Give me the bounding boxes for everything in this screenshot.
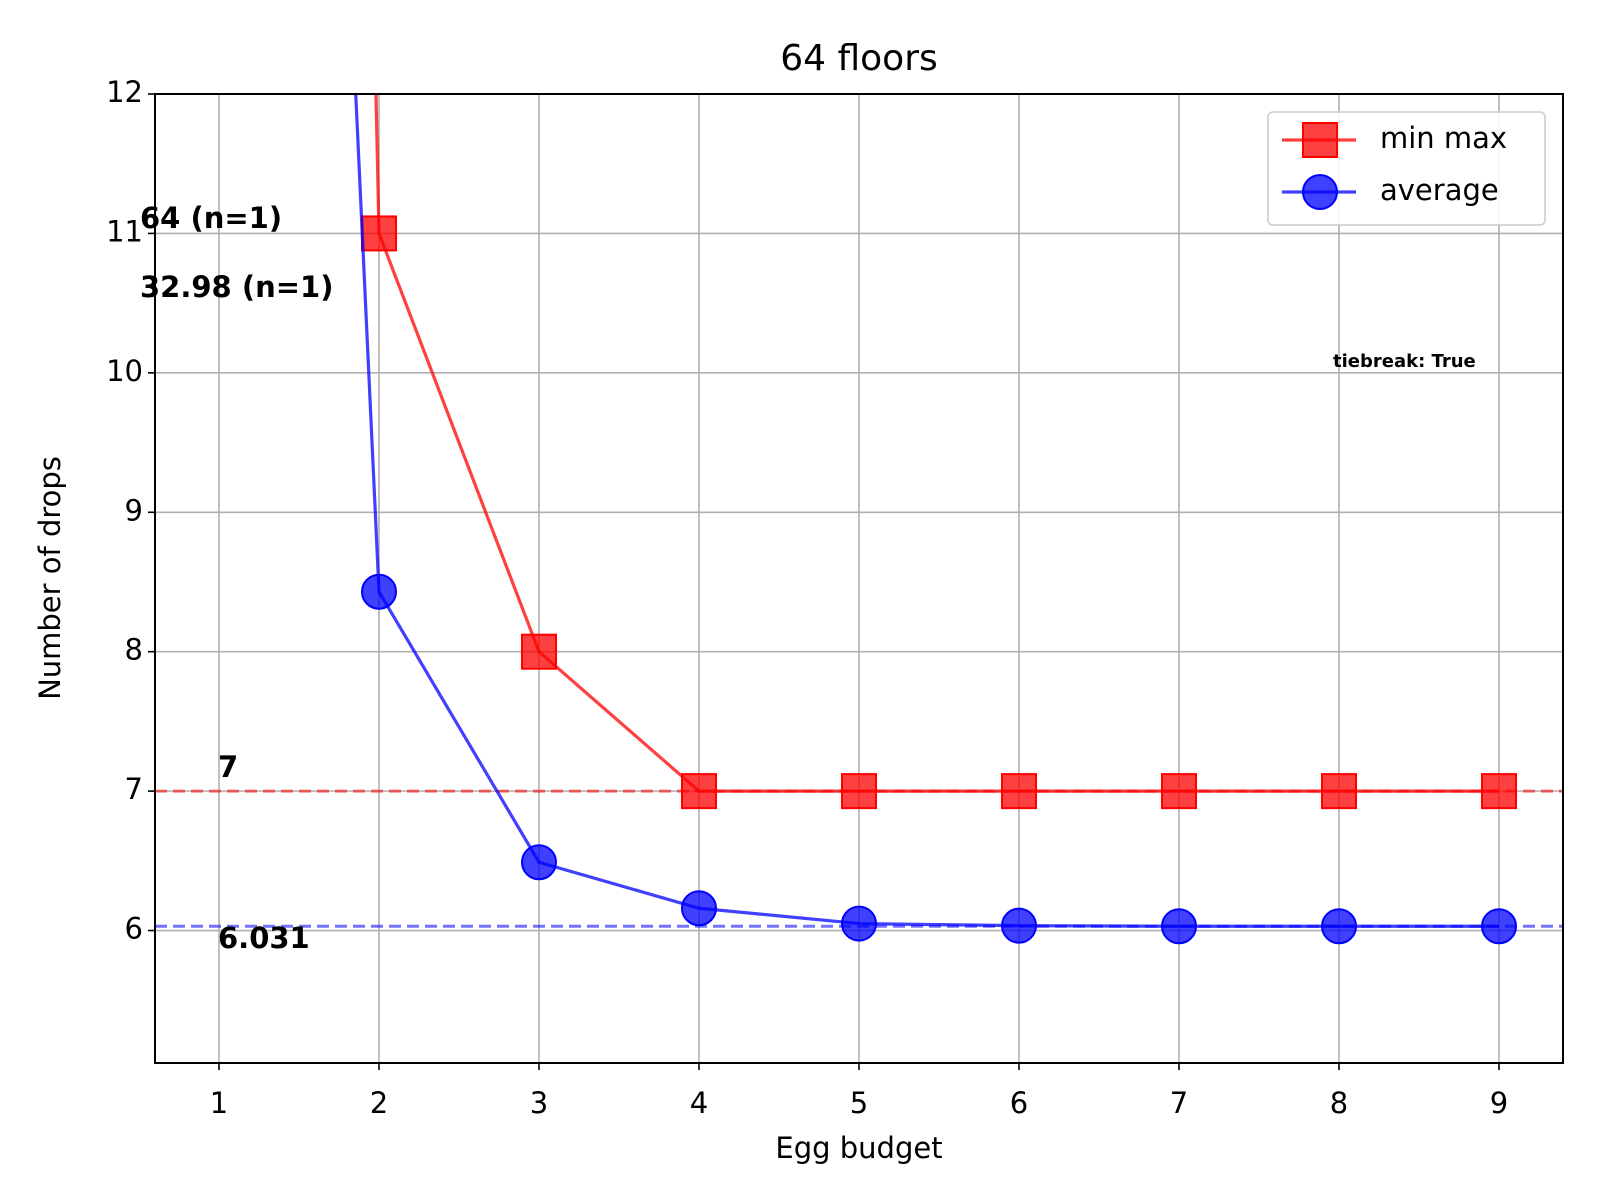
marker [361, 215, 397, 252]
marker [841, 773, 877, 810]
marker [1161, 773, 1197, 810]
marker [681, 773, 717, 810]
marker [1321, 908, 1357, 945]
x-axis-label: Egg budget [775, 1131, 942, 1165]
y-tick-label: 8 [125, 633, 143, 667]
legend-label: average [1380, 173, 1499, 207]
y-tick-label: 9 [125, 493, 143, 527]
y-tick-label: 11 [106, 214, 143, 248]
x-tick-label: 3 [530, 1086, 548, 1120]
annotation: 64 (n=1) [140, 201, 282, 235]
x-tick-label: 9 [1490, 1086, 1508, 1120]
y-axis-label: Number of drops [33, 456, 67, 700]
marker [841, 905, 877, 942]
x-tick-label: 2 [370, 1086, 388, 1120]
marker [1321, 773, 1357, 810]
reference-label: 6.031 [218, 921, 310, 955]
x-tick-label: 1 [210, 1086, 228, 1120]
marker [521, 844, 557, 881]
reference-label: 7 [218, 750, 238, 784]
marker [1481, 773, 1517, 810]
marker [1001, 773, 1037, 810]
legend-label: min max [1380, 121, 1507, 155]
legend-marker [1302, 174, 1338, 210]
marker [1161, 908, 1197, 945]
y-tick-label: 7 [125, 772, 143, 806]
y-tick-label: 12 [106, 75, 143, 109]
marker [681, 890, 717, 927]
x-tick-label: 8 [1330, 1086, 1348, 1120]
marker [361, 573, 397, 610]
annotation: 32.98 (n=1) [140, 270, 333, 304]
marker [1481, 908, 1517, 945]
y-tick-label: 10 [106, 354, 143, 388]
plot-frame [154, 93, 1564, 1064]
y-tick-label: 6 [125, 912, 143, 946]
marker [1001, 907, 1037, 944]
marker [521, 633, 557, 670]
x-tick-label: 4 [690, 1086, 708, 1120]
plot-area [354, 94, 1517, 945]
annotation: tiebreak: True [1333, 351, 1476, 372]
x-tick-label: 7 [1170, 1086, 1188, 1120]
x-tick-label: 6 [1010, 1086, 1028, 1120]
legend-marker [1302, 122, 1338, 158]
chart-title: 64 floors [780, 38, 938, 79]
x-tick-label: 5 [850, 1086, 868, 1120]
